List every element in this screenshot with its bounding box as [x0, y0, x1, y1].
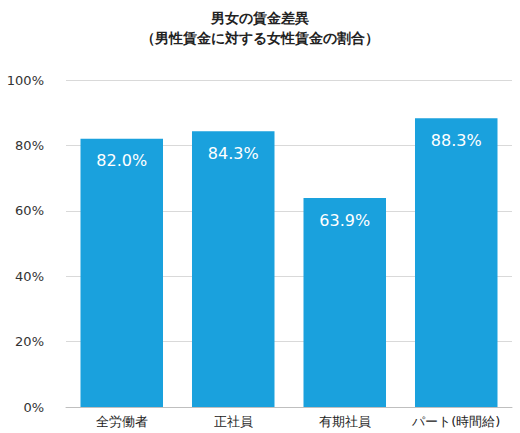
svg-text:63.9%: 63.9% [319, 211, 370, 230]
svg-text:正社員: 正社員 [214, 414, 253, 429]
svg-text:80%: 80% [15, 138, 44, 153]
svg-text:88.3%: 88.3% [431, 131, 482, 150]
svg-text:男女の賃金差異: 男女の賃金差異 [210, 10, 309, 26]
svg-text:100%: 100% [7, 73, 44, 88]
svg-text:0%: 0% [23, 400, 44, 415]
svg-text:有期社員: 有期社員 [319, 414, 371, 429]
svg-text:全労働者: 全労働者 [96, 414, 148, 429]
svg-text:20%: 20% [15, 334, 44, 349]
svg-text:60%: 60% [15, 203, 44, 218]
svg-text:82.0%: 82.0% [96, 151, 147, 170]
svg-text:40%: 40% [15, 269, 44, 284]
svg-text:パート(時間給): パート(時間給) [411, 414, 500, 429]
svg-text:84.3%: 84.3% [208, 144, 259, 163]
svg-text:（男性賃金に対する女性賃金の割合）: （男性賃金に対する女性賃金の割合） [141, 30, 379, 46]
